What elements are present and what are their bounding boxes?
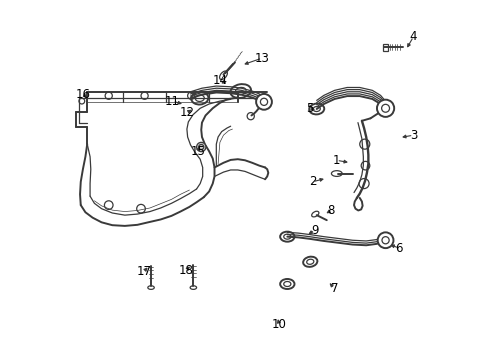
Circle shape bbox=[377, 100, 394, 117]
Circle shape bbox=[256, 94, 272, 110]
Text: 13: 13 bbox=[255, 51, 270, 64]
Text: 3: 3 bbox=[410, 129, 417, 142]
Text: 1: 1 bbox=[333, 154, 340, 167]
Text: 4: 4 bbox=[410, 30, 417, 43]
Text: 16: 16 bbox=[75, 88, 91, 101]
Text: 7: 7 bbox=[331, 282, 339, 295]
Text: 8: 8 bbox=[327, 204, 335, 217]
Text: 11: 11 bbox=[165, 95, 180, 108]
Text: 5: 5 bbox=[306, 102, 313, 115]
Circle shape bbox=[196, 142, 206, 152]
Text: 15: 15 bbox=[190, 145, 205, 158]
Text: 12: 12 bbox=[179, 106, 195, 119]
Circle shape bbox=[378, 232, 393, 248]
Text: 2: 2 bbox=[309, 175, 316, 188]
Text: 9: 9 bbox=[311, 224, 318, 237]
Text: 14: 14 bbox=[212, 74, 227, 87]
Text: 18: 18 bbox=[179, 264, 194, 277]
Text: 6: 6 bbox=[395, 242, 403, 255]
Text: 10: 10 bbox=[271, 318, 287, 331]
Text: 17: 17 bbox=[136, 265, 151, 278]
